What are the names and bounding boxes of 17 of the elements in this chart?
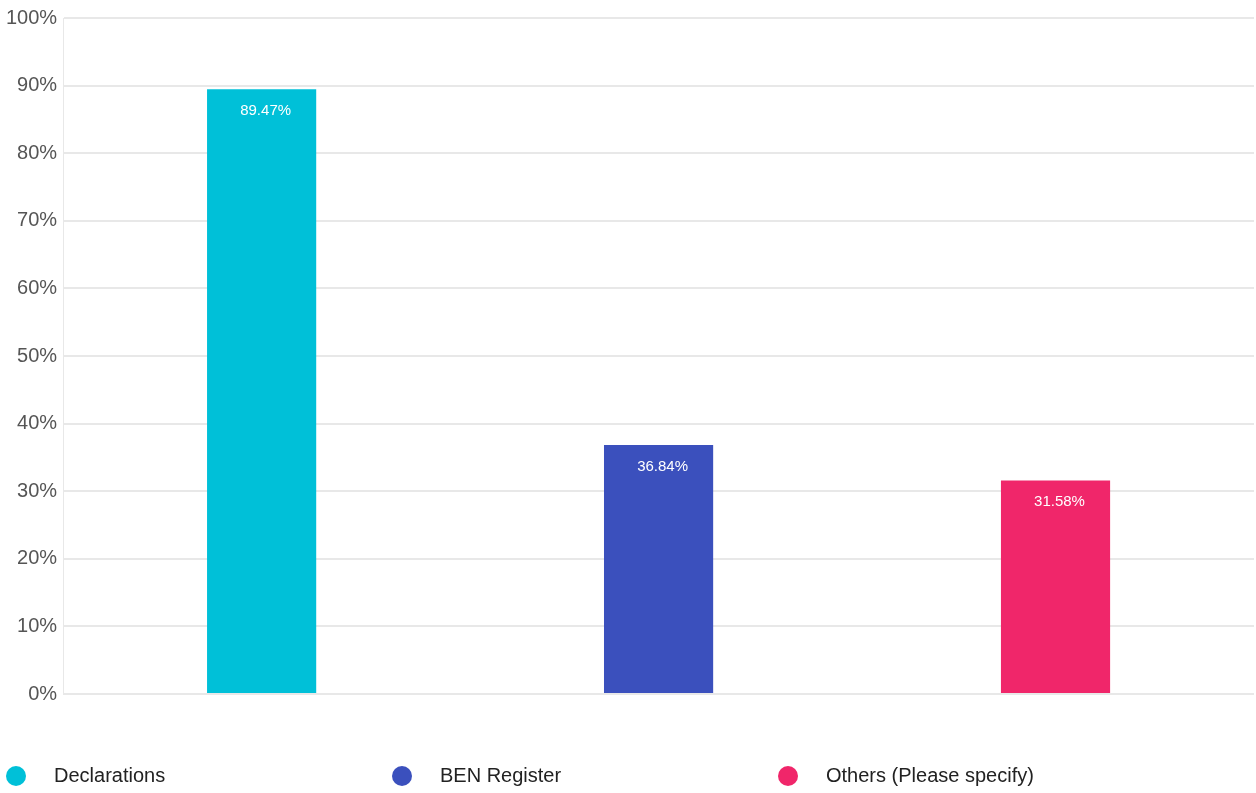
y-tick-label: 50% xyxy=(17,343,58,366)
y-tick-label: 20% xyxy=(17,546,58,569)
y-tick-label: 80% xyxy=(17,140,58,163)
legend-label: Others (Please specify) xyxy=(826,764,1034,787)
y-tick-label: 30% xyxy=(17,478,58,501)
y-tick-label: 10% xyxy=(17,613,58,636)
y-tick-label: 100% xyxy=(6,5,58,28)
y-tick-label: 70% xyxy=(17,208,58,231)
legend-label: BEN Register xyxy=(440,764,562,787)
legend-label: Declarations xyxy=(54,764,166,787)
y-tick-label: 0% xyxy=(28,681,58,704)
data-label: 31.58% xyxy=(1034,492,1085,510)
y-tick-label: 90% xyxy=(17,73,58,96)
y-tick-label: 40% xyxy=(17,411,58,434)
data-label: 36.84% xyxy=(637,456,689,474)
y-tick-label: 60% xyxy=(17,275,58,298)
data-label: 89.47% xyxy=(240,100,292,118)
